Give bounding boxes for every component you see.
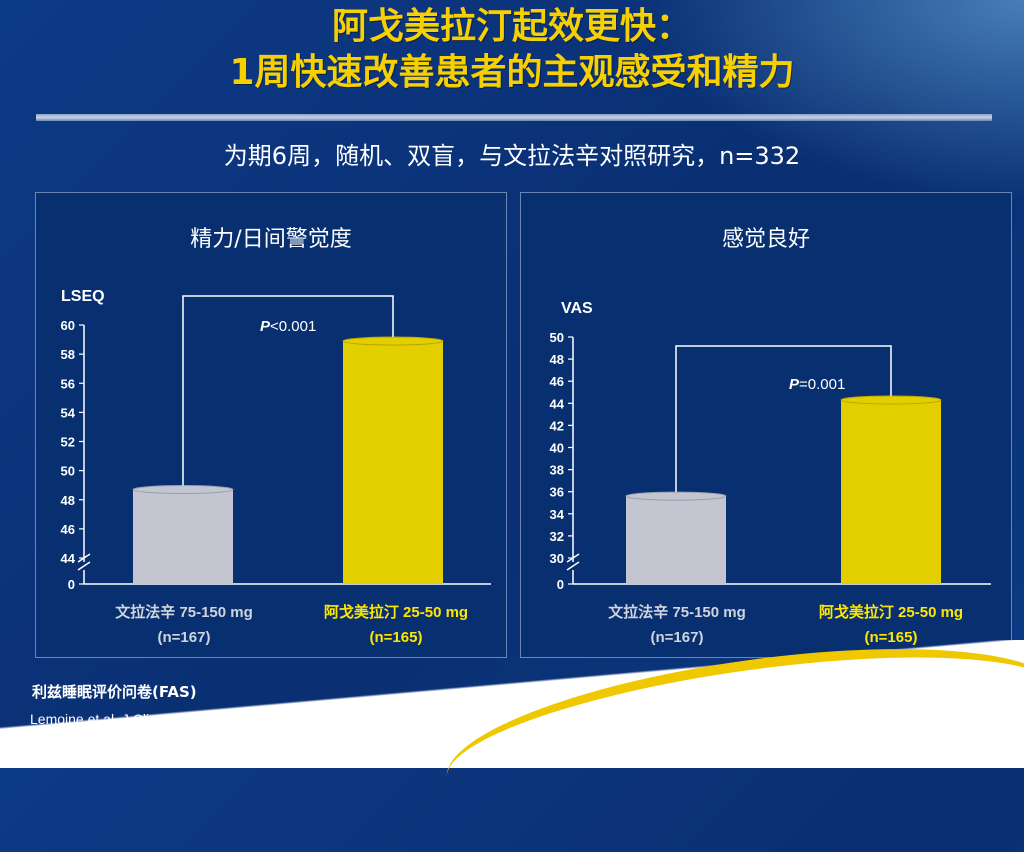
title-line-1: 阿戈美拉汀起效更快： — [331, 6, 692, 47]
p-value-symbol: P — [260, 318, 271, 335]
y-tick-label: 48 — [550, 352, 564, 367]
category-label: 文拉法辛 75-150 mg — [608, 603, 746, 621]
y-tick-label: 46 — [61, 522, 75, 537]
y-tick-label: 48 — [61, 493, 75, 508]
y-tick-label: 36 — [550, 485, 564, 500]
citation: Lemoine et al. J Clin Psychiatry. 2007; … — [30, 711, 362, 727]
chart-energy-svg: LSEQ 0 44 46 48 50 52 54 56 58 60 P<0.001 文拉法辛 75-15… — [61, 288, 491, 646]
y-tick-label: 46 — [550, 374, 564, 389]
y-tick-label: 54 — [61, 405, 76, 420]
p-value-text: =0.001 — [799, 376, 845, 393]
category-label: 阿戈美拉汀 25-50 mg — [819, 603, 963, 621]
bar — [626, 496, 726, 584]
chart-title-wellbeing: 感觉良好 — [721, 227, 810, 252]
bar-top — [132, 485, 234, 495]
y-tick-label: 44 — [550, 396, 565, 411]
axis-break-mark — [77, 561, 91, 571]
bar-top — [840, 395, 942, 405]
slide-title: 阿戈美拉汀起效更快： 1周快速改善患者的主观感受和精力 — [0, 4, 1024, 96]
p-value-label: P=0.001 — [789, 376, 845, 393]
y-tick-label: 42 — [550, 418, 564, 433]
y-tick-label: 60 — [61, 318, 75, 333]
bar-top — [625, 491, 727, 501]
category-label: 阿戈美拉汀 25-50 mg — [324, 603, 468, 621]
axis-break-mark — [566, 561, 580, 571]
title-line-2: 1周快速改善患者的主观感受和精力 — [229, 52, 795, 93]
bar — [133, 489, 233, 584]
title-divider — [36, 114, 992, 121]
y-axis-label: VAS — [561, 300, 593, 317]
y-tick-label: 56 — [61, 376, 75, 391]
bar-top — [342, 336, 444, 346]
y-tick-label: 52 — [61, 435, 75, 450]
p-value-label: P<0.001 — [260, 318, 316, 335]
category-label: 文拉法辛 75-150 mg — [115, 603, 253, 621]
y-tick-label: 0 — [557, 577, 564, 592]
y-tick-label: 34 — [550, 507, 565, 522]
y-tick-label: 38 — [550, 463, 564, 478]
chart-wellbeing-svg: VAS 0 30 32 34 36 38 40 42 44 46 48 50 P=0.001 文拉法辛 75… — [550, 300, 991, 646]
background-glow — [644, 0, 1024, 200]
y-tick-label: 50 — [61, 464, 75, 479]
p-value-symbol: P — [789, 376, 800, 393]
footnote-fas: 利兹睡眠评价问卷(FAS) — [32, 683, 197, 701]
y-axis-label: LSEQ — [61, 288, 105, 305]
footer-band — [0, 640, 1024, 768]
study-subtitle: 为期6周，随机、双盲，与文拉法辛对照研究，n=332 — [223, 142, 801, 170]
y-tick-label: 40 — [550, 441, 564, 456]
significance-bracket — [182, 295, 394, 486]
y-tick-label: 50 — [550, 330, 564, 345]
y-tick-label: 30 — [550, 551, 564, 566]
y-tick-label: 0 — [68, 577, 75, 592]
y-tick-label: 32 — [550, 529, 564, 544]
y-tick-label: 58 — [61, 347, 75, 362]
p-value-text: <0.001 — [270, 318, 316, 335]
chart-title-energy: 精力/日间警觉度 — [190, 227, 352, 252]
bar — [343, 341, 443, 584]
significance-bracket — [675, 345, 892, 493]
chart-panel-energy: 精力/日间警觉度 LSEQ 0 44 46 48 50 52 54 56 58 60 P<0.001 文… — [35, 192, 507, 658]
chart-panel-wellbeing: 感觉良好 VAS 0 30 32 34 36 38 40 42 44 46 48 50 P=0.001 文拉… — [520, 192, 1012, 658]
bar — [841, 399, 941, 584]
y-tick-label: 44 — [61, 551, 76, 566]
